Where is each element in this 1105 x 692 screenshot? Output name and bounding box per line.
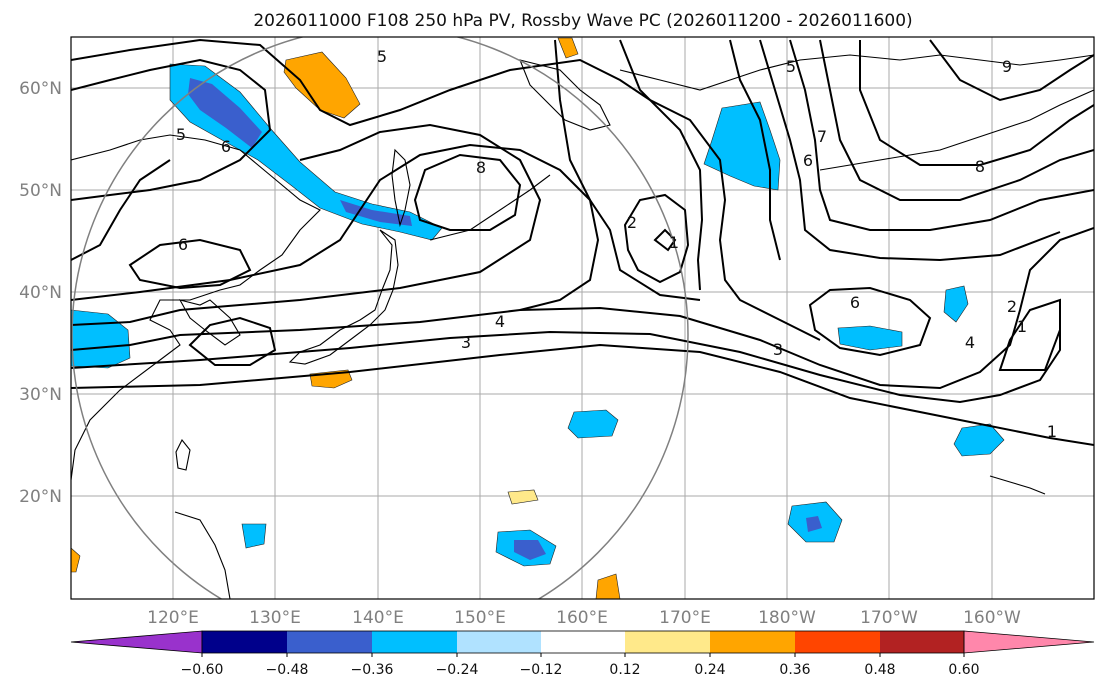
colorbar-segment bbox=[710, 631, 795, 653]
lat-tick-label: 50°N bbox=[19, 181, 62, 201]
contour-label: 6 bbox=[803, 151, 813, 170]
positive-blob-south bbox=[595, 573, 621, 599]
negative-blob-165e bbox=[567, 409, 619, 439]
contour-label: 1 bbox=[1047, 422, 1057, 441]
weak-positive-blob bbox=[507, 489, 539, 505]
contour-label: 5 bbox=[377, 47, 387, 66]
lat-tick-label: 60°N bbox=[19, 79, 62, 99]
colorbar-extend-min bbox=[70, 630, 203, 654]
colorbar-segment bbox=[880, 631, 964, 653]
region-circle bbox=[71, 37, 689, 599]
latitude-tick-labels: 60°N 50°N 40°N 30°N 20°N bbox=[19, 79, 62, 507]
lon-tick-label: 180°W bbox=[758, 608, 816, 628]
colorbar-tick-label: −0.60 bbox=[181, 662, 224, 678]
colorbar-tick-label: −0.36 bbox=[351, 662, 394, 678]
colorbar-segment bbox=[541, 631, 625, 653]
lon-tick-label: 160°W bbox=[963, 608, 1021, 628]
negative-blob-160w bbox=[943, 285, 969, 323]
colorbar-segment bbox=[287, 631, 372, 653]
colorbar-segment bbox=[202, 631, 287, 653]
colorbar-segment bbox=[625, 631, 710, 653]
rossby-wave-pc-contours bbox=[71, 38, 1094, 446]
colorbar-extend-max bbox=[963, 630, 1095, 654]
contour-label: 1 bbox=[1017, 317, 1027, 336]
lon-tick-label: 170°W bbox=[860, 608, 918, 628]
figure-title: 2026011000 F108 250 hPa PV, Rossby Wave … bbox=[253, 11, 912, 31]
contour-label: 3 bbox=[773, 340, 783, 359]
colorbar-segment bbox=[372, 631, 457, 653]
lon-tick-label: 170°E bbox=[659, 608, 711, 628]
strong-negative-core bbox=[188, 78, 262, 148]
contour-label: 6 bbox=[850, 293, 860, 312]
contour-label: 5 bbox=[786, 57, 796, 76]
contour-label: 9 bbox=[1002, 57, 1012, 76]
lon-tick-label: 130°E bbox=[249, 608, 301, 628]
contour-label: 7 bbox=[817, 127, 827, 146]
contour-label: 2 bbox=[1007, 297, 1017, 316]
negative-blob-hawaii-north bbox=[953, 423, 1005, 457]
lat-tick-label: 30°N bbox=[19, 385, 62, 405]
negative-blob-180-south bbox=[837, 325, 903, 351]
contour-label: 4 bbox=[965, 333, 975, 352]
colorbar-segment bbox=[795, 631, 880, 653]
contour-label: 4 bbox=[495, 312, 505, 331]
positive-blob-kamchatka bbox=[557, 37, 579, 59]
map-panel: 5 5 6 6 8 2 1 5 7 6 9 8 6 4 2 1 4 3 3 1 bbox=[70, 36, 1095, 600]
colorbar: −0.60 −0.48 −0.36 −0.24 −0.12 0.12 0.24 … bbox=[70, 630, 1095, 678]
contour-label: 5 bbox=[176, 125, 186, 144]
longitude-tick-labels: 120°E 130°E 140°E 150°E 160°E 170°E 180°… bbox=[147, 608, 1021, 628]
contour-label: 6 bbox=[221, 137, 231, 156]
contour-label: 1 bbox=[669, 233, 679, 252]
colorbar-outline bbox=[201, 630, 965, 654]
negative-blob-philippines bbox=[241, 523, 267, 549]
colorbar-tick-label: −0.48 bbox=[266, 662, 309, 678]
colorbar-tick-label: −0.24 bbox=[436, 662, 479, 678]
contour-labels: 5 5 6 6 8 2 1 5 7 6 9 8 6 4 2 1 4 3 3 1 bbox=[176, 47, 1057, 441]
pv-anomaly-shading bbox=[71, 37, 1005, 599]
colorbar-tick-label: 0.48 bbox=[864, 662, 895, 678]
negative-core-178e bbox=[806, 516, 822, 532]
colorbar-tick-label: 0.24 bbox=[694, 662, 725, 678]
map-frame bbox=[70, 36, 1095, 600]
contour-label: 8 bbox=[476, 158, 486, 177]
colorbar-segment bbox=[457, 631, 541, 653]
colorbar-tick-label: 0.12 bbox=[609, 662, 640, 678]
contour-label: 2 bbox=[627, 213, 637, 232]
colorbar-tick-label: 0.60 bbox=[948, 662, 979, 678]
strong-negative-core-2 bbox=[340, 200, 412, 226]
coastlines bbox=[71, 54, 1094, 599]
colorbar-tick-label: −0.12 bbox=[520, 662, 563, 678]
positive-blob-sakhalin bbox=[283, 51, 361, 119]
colorbar-tick-label: 0.36 bbox=[779, 662, 810, 678]
positive-blob-west-edge bbox=[71, 547, 81, 573]
lat-tick-label: 40°N bbox=[19, 283, 62, 303]
lon-tick-label: 120°E bbox=[147, 608, 199, 628]
contour-label: 6 bbox=[178, 235, 188, 254]
lat-tick-label: 20°N bbox=[19, 487, 62, 507]
lon-tick-label: 150°E bbox=[454, 608, 506, 628]
lon-tick-label: 160°E bbox=[556, 608, 608, 628]
graticule bbox=[71, 37, 1094, 599]
lon-tick-label: 140°E bbox=[352, 608, 404, 628]
contour-label: 3 bbox=[461, 333, 471, 352]
negative-core-155e bbox=[514, 540, 546, 560]
contour-label: 8 bbox=[975, 157, 985, 176]
